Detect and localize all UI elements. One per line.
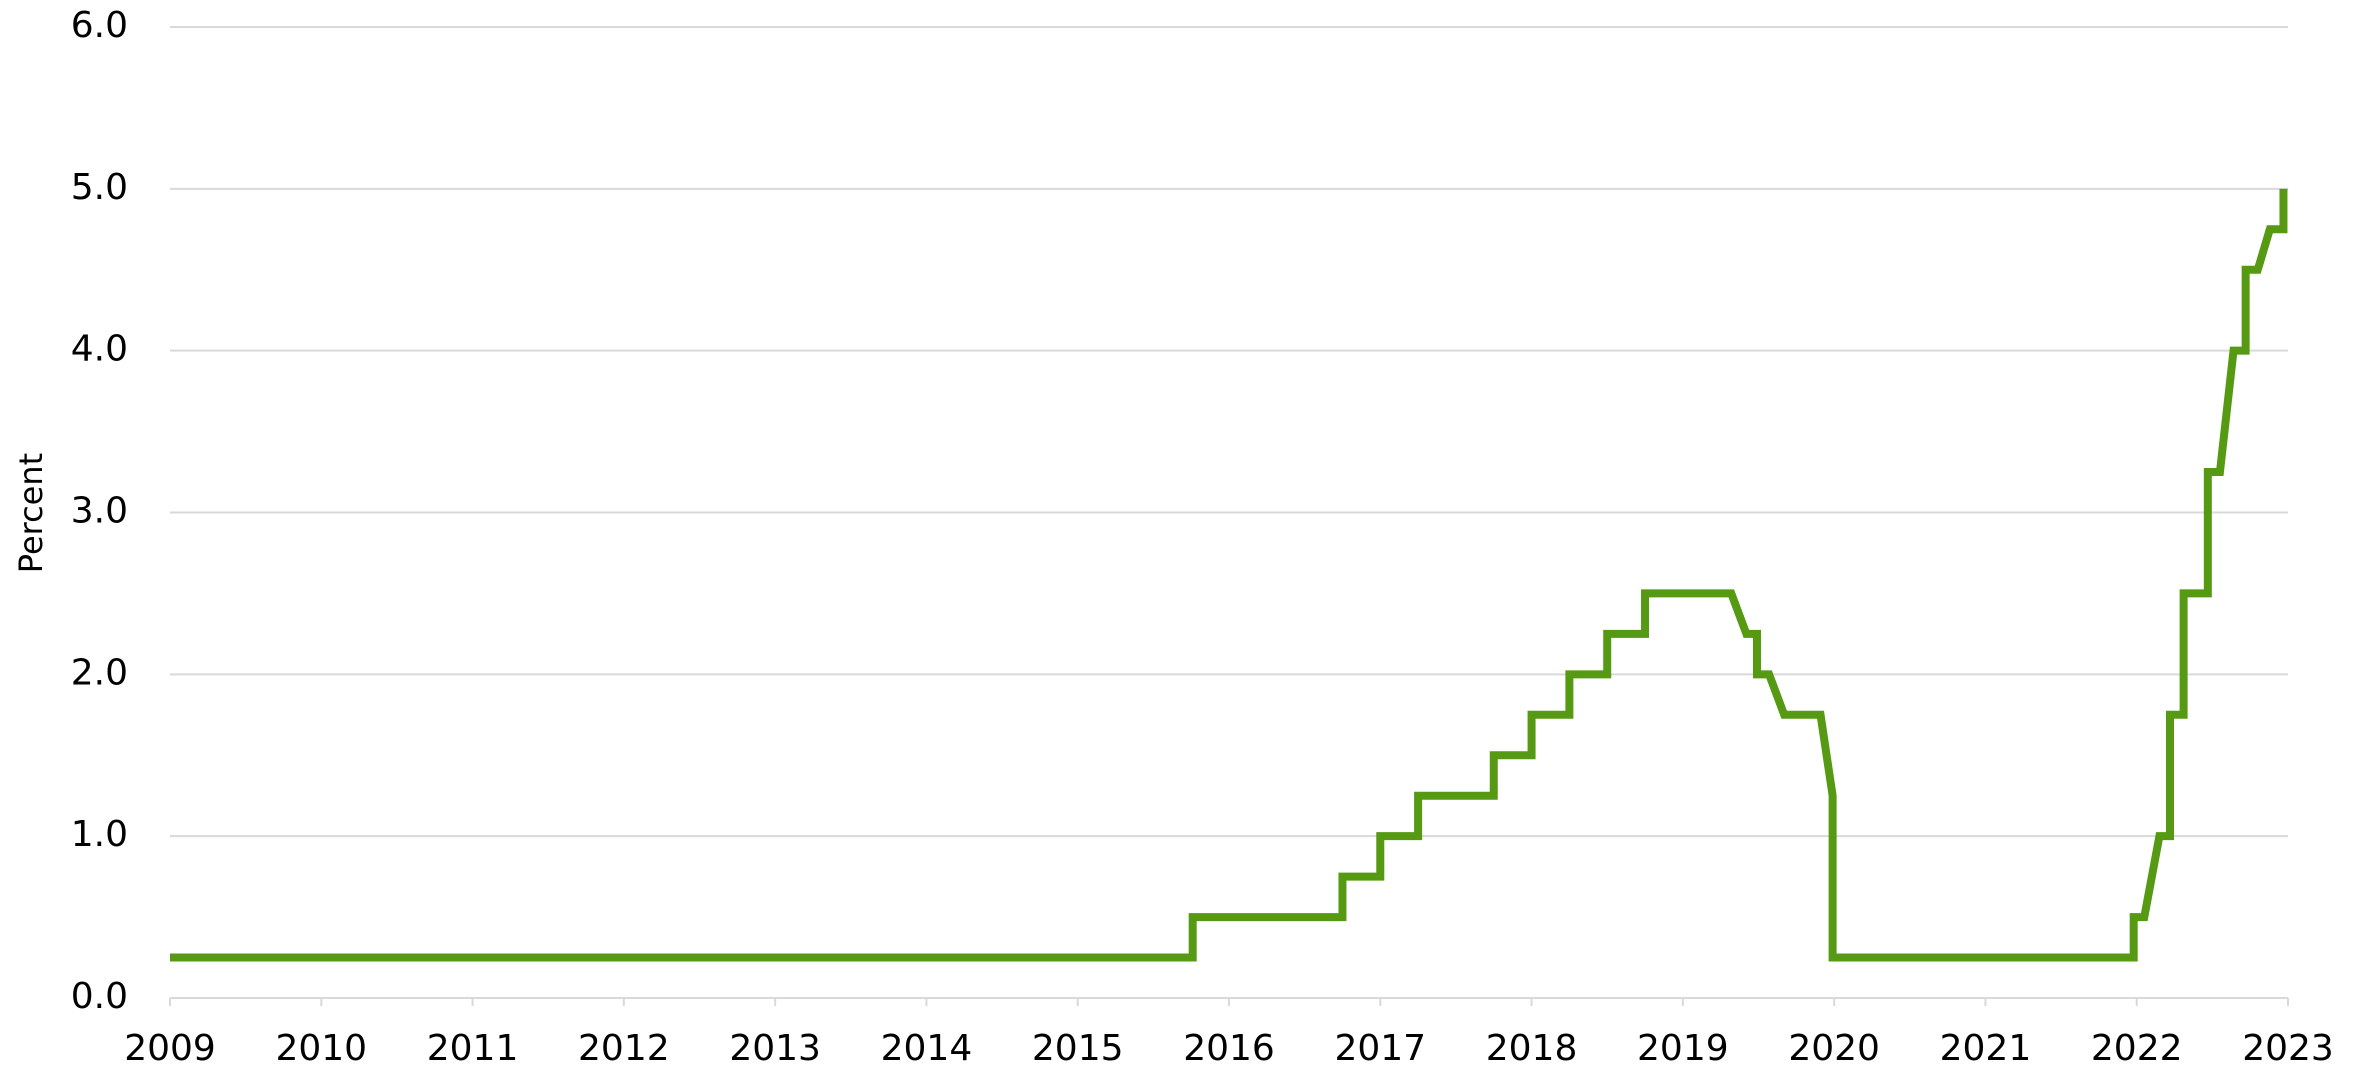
x-tick-label: 2015 [1032, 1028, 1124, 1069]
x-tick-label: 2013 [729, 1028, 821, 1069]
y-axis-label: Percent [12, 453, 50, 573]
x-tick-label: 2022 [2091, 1028, 2183, 1069]
x-tick-label: 2012 [578, 1028, 670, 1069]
y-tick-label: 5.0 [71, 167, 128, 208]
x-tick-label: 2017 [1334, 1028, 1426, 1069]
x-tick-label: 2019 [1637, 1028, 1729, 1069]
x-tick-label: 2009 [124, 1028, 216, 1069]
x-tick-label: 2016 [1183, 1028, 1275, 1069]
x-tick-label: 2018 [1486, 1028, 1578, 1069]
x-tick-label: 2023 [2242, 1028, 2334, 1069]
y-tick-label: 2.0 [71, 652, 128, 693]
x-tick-label: 2011 [427, 1028, 519, 1069]
y-tick-label: 1.0 [71, 814, 128, 855]
y-tick-label: 3.0 [71, 491, 128, 532]
x-tick-label: 2014 [881, 1028, 973, 1069]
y-tick-label: 4.0 [71, 329, 128, 370]
x-tick-label: 2010 [275, 1028, 367, 1069]
y-tick-label: 6.0 [71, 5, 128, 46]
x-tick-label: 2021 [1940, 1028, 2032, 1069]
y-tick-label: 0.0 [71, 976, 128, 1017]
x-tick-label: 2020 [1788, 1028, 1880, 1069]
line [170, 188, 2288, 962]
